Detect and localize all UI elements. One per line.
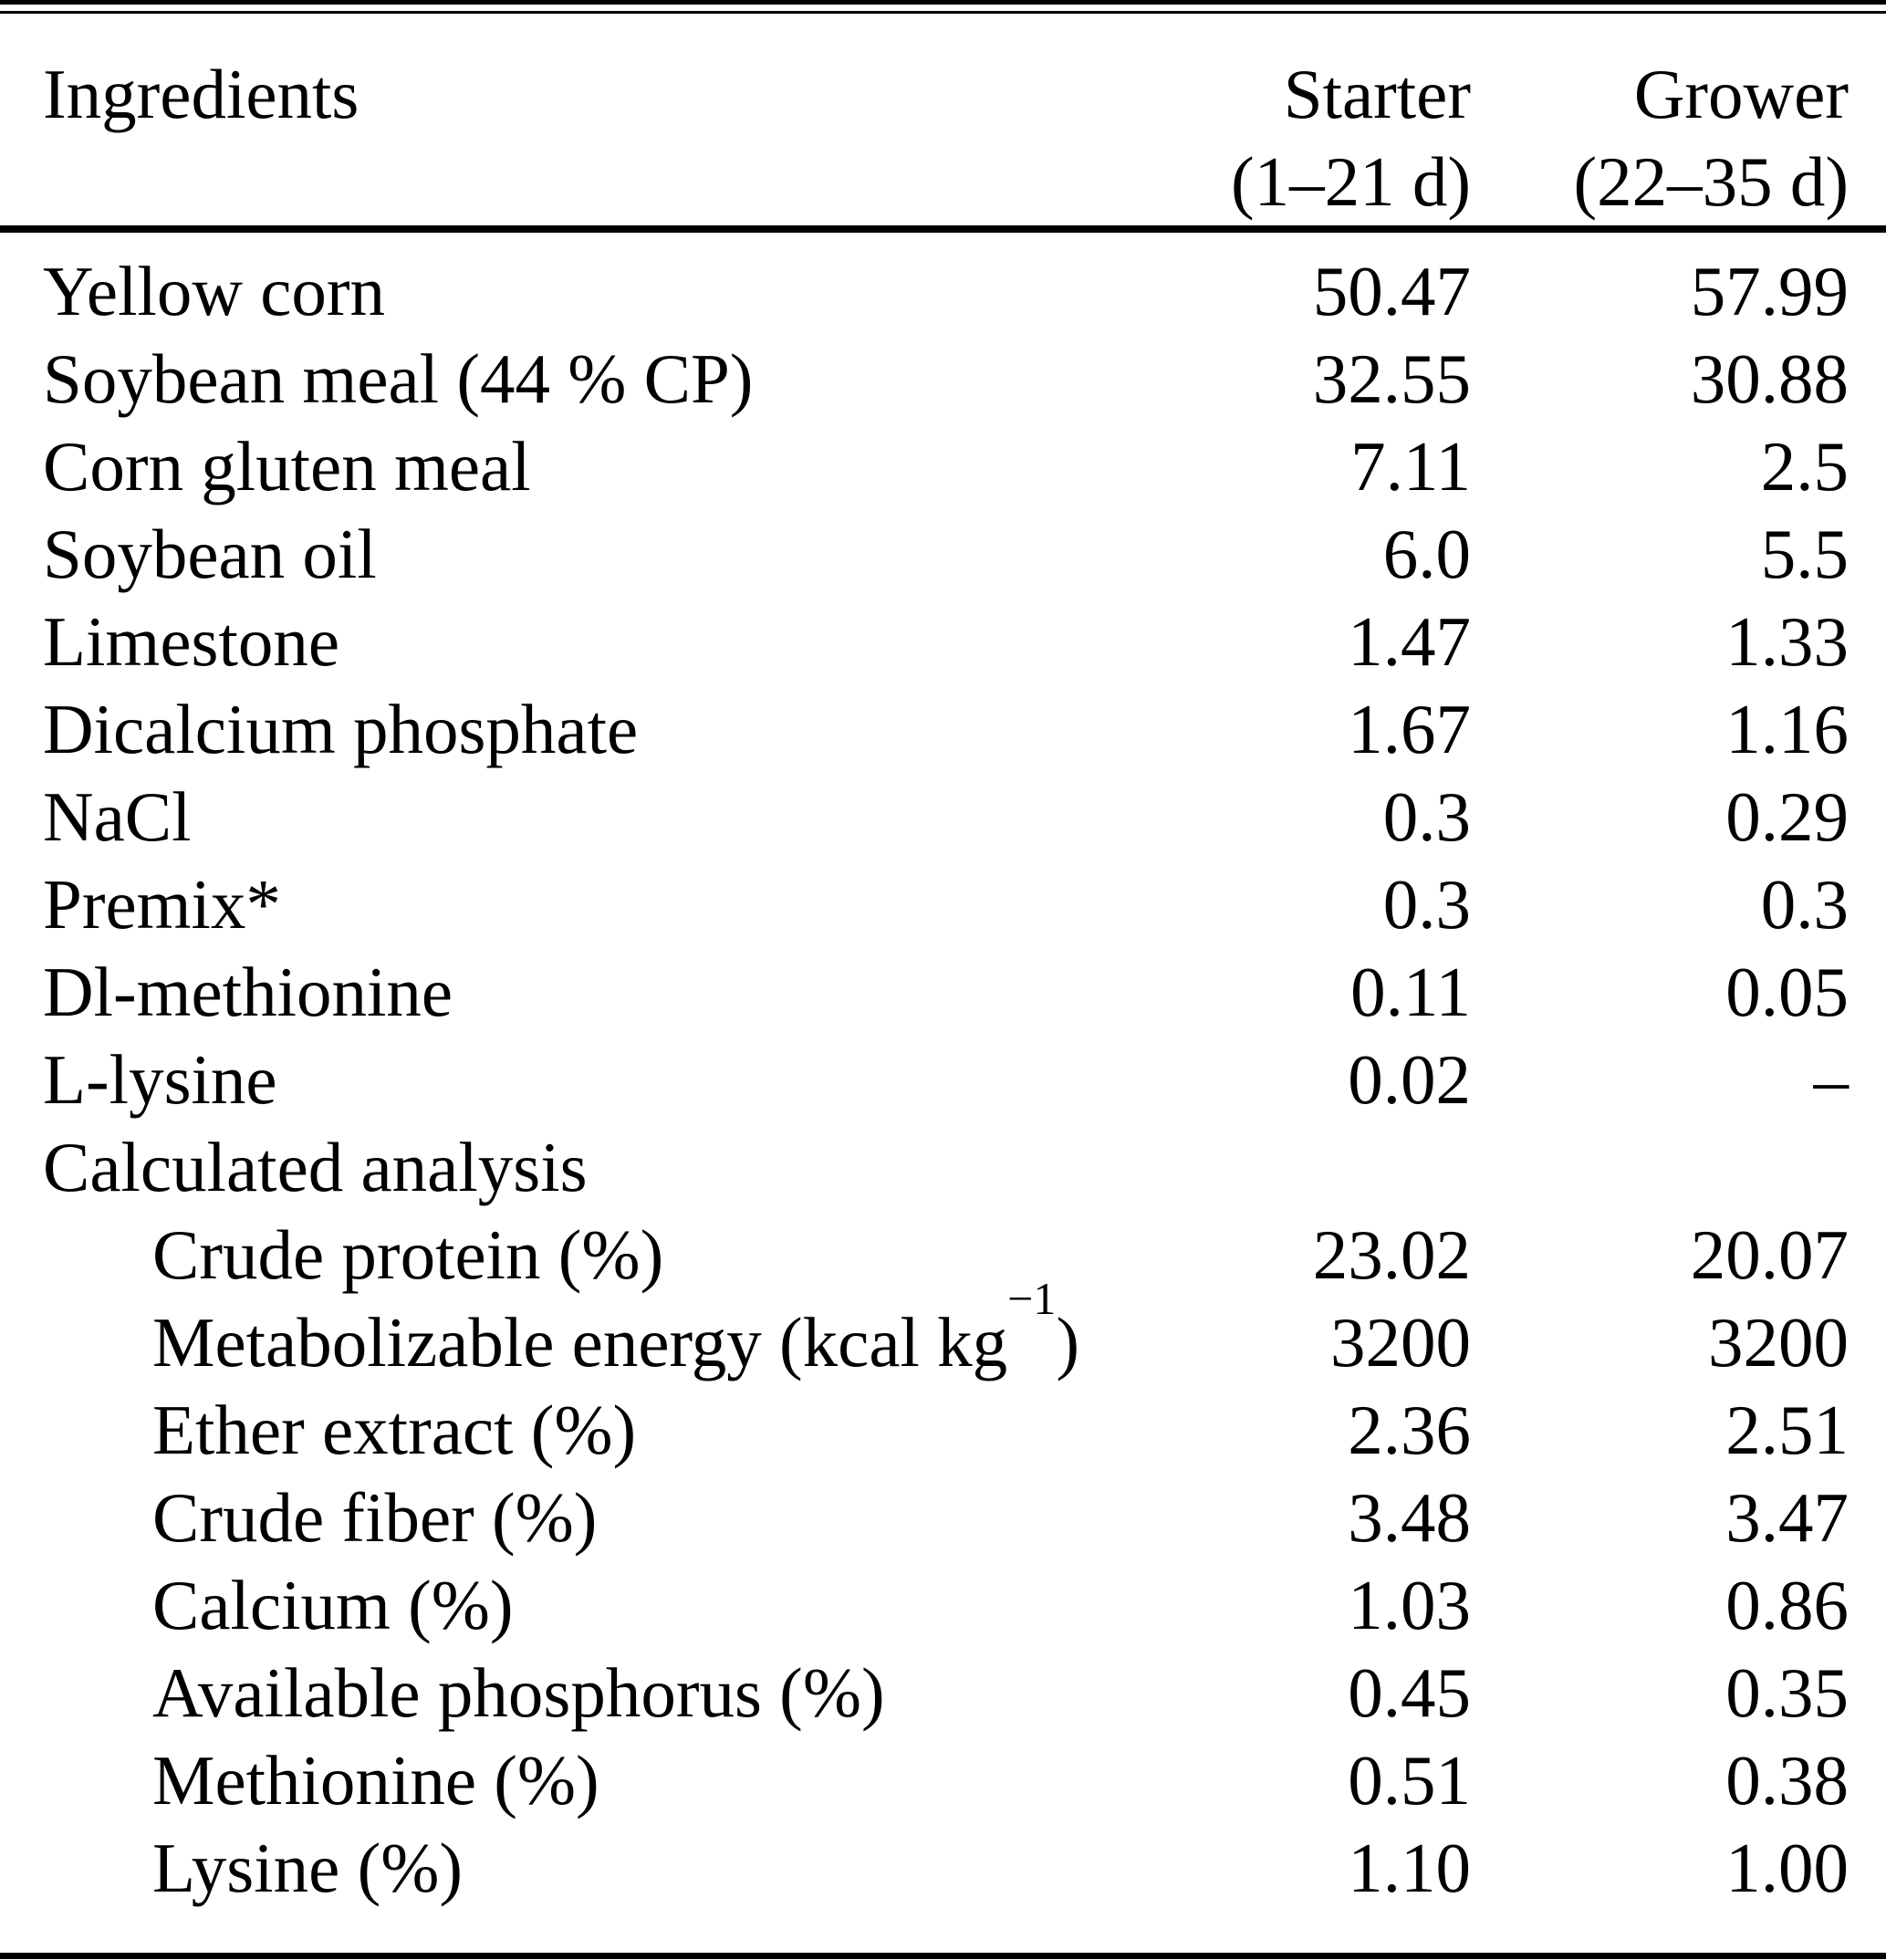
ingredient-label: Limestone [43,602,340,681]
section-label: Calculated analysis [43,1128,588,1206]
table-section-calculated-analysis: Calculated analysis [0,1123,1886,1211]
column-header-grower: Grower (22–35 d) [1471,50,1849,225]
starter-value: 3.48 [1348,1478,1471,1557]
grower-value: 57.99 [1690,252,1849,330]
table-row-crude-fiber: Crude fiber (%) 3.48 3.47 [0,1474,1886,1561]
starter-value: 6.0 [1382,515,1471,593]
grower-value: 0.05 [1725,953,1849,1031]
top-rule-thick [0,0,1886,5]
ingredient-label: Dl-methionine [43,953,453,1031]
table-row-soybean-oil: Soybean oil 6.0 5.5 [0,510,1886,598]
starter-value: 0.51 [1348,1741,1471,1819]
grower-value: 20.07 [1690,1215,1849,1294]
starter-value [1170,1123,1471,1211]
starter-value: 0.11 [1350,953,1471,1031]
starter-value: 23.02 [1312,1215,1471,1294]
ingredient-label: Available phosphorus (%) [152,1653,885,1732]
ingredient-label: Corn gluten meal [43,427,531,506]
grower-value: 5.5 [1760,515,1849,593]
starter-value: 0.3 [1382,777,1471,856]
table-row-yellow-corn: Yellow corn 50.47 57.99 [0,247,1886,335]
grower-header-range: (22–35 d) [1573,142,1849,221]
ingredient-label: Soybean oil [43,515,377,593]
ingredient-label: Methionine (%) [152,1741,599,1819]
ingredient-label: Calcium (%) [152,1566,514,1644]
table-row-calcium: Calcium (%) 1.03 0.86 [0,1561,1886,1649]
table-header-row: Ingredients Starter (1–21 d) Grower (22–… [0,14,1886,225]
starter-value: 2.36 [1348,1391,1471,1469]
ingredient-label: Metabolizable energy (kcal kg−1) [43,1276,1170,1386]
grower-value: 3.47 [1725,1478,1849,1557]
ingredient-label: Lysine (%) [152,1829,463,1907]
table-row-soybean-meal: Soybean meal (44 % CP) 32.55 30.88 [0,335,1886,422]
table-row-corn-gluten-meal: Corn gluten meal 7.11 2.5 [0,422,1886,510]
top-rule-thin [0,11,1886,14]
grower-value: 0.86 [1725,1566,1849,1644]
table-row-lysine: Lysine (%) 1.10 1.00 [0,1824,1886,1912]
grower-value: 1.16 [1725,690,1849,768]
table-row-limestone: Limestone 1.47 1.33 [0,598,1886,685]
table-row-dl-methionine: Dl-methionine 0.11 0.05 [0,948,1886,1036]
grower-value: 0.3 [1760,865,1849,944]
starter-value: 1.03 [1348,1566,1471,1644]
ingredient-label: Crude fiber (%) [152,1478,598,1557]
grower-header-title: Grower [1633,55,1849,133]
ingredient-label: Crude protein (%) [152,1215,664,1294]
table-row-dicalcium-phosphate: Dicalcium phosphate 1.67 1.16 [0,685,1886,773]
grower-value: – [1813,1040,1850,1119]
top-rule-gap [0,5,1886,11]
table-row-l-lysine: L-lysine 0.02 – [0,1036,1886,1123]
grower-value: 3200 [1708,1303,1849,1381]
column-header-starter: Starter (1–21 d) [1170,50,1471,225]
label-text: Metabolizable energy (kcal kg [152,1303,1008,1381]
starter-value: 0.45 [1348,1653,1471,1732]
ingredient-label: Dicalcium phosphate [43,690,639,768]
table-body: Yellow corn 50.47 57.99 Soybean meal (44… [0,233,1886,1912]
header-separator-rule [0,225,1886,233]
ingredient-label: Soybean meal (44 % CP) [43,339,754,418]
starter-header-title: Starter [1283,55,1471,133]
grower-value: 30.88 [1690,339,1849,418]
ingredient-label: Ether extract (%) [152,1391,637,1469]
grower-value: 2.5 [1760,427,1849,506]
ingredient-label: NaCl [43,777,192,856]
starter-value: 3200 [1330,1303,1471,1381]
grower-value: 2.51 [1725,1391,1849,1469]
grower-value: 0.38 [1725,1741,1849,1819]
column-header-ingredients: Ingredients [43,55,359,133]
starter-value: 0.02 [1348,1040,1471,1119]
table-row-available-phosphorus: Available phosphorus (%) 0.45 0.35 [0,1649,1886,1736]
table-row-methionine: Methionine (%) 0.51 0.38 [0,1736,1886,1824]
label-text-close: ) [1056,1303,1080,1381]
starter-value: 0.3 [1382,865,1471,944]
ingredient-label: Yellow corn [43,252,386,330]
grower-value [1471,1123,1849,1211]
ingredient-label: L-lysine [43,1040,277,1119]
starter-value: 32.55 [1312,339,1471,418]
table-row-crude-protein: Crude protein (%) 23.02 20.07 [0,1211,1886,1298]
starter-value: 7.11 [1350,427,1471,506]
superscript-exponent: −1 [1007,1273,1057,1325]
table-row-ether-extract: Ether extract (%) 2.36 2.51 [0,1386,1886,1474]
starter-value: 1.67 [1348,690,1471,768]
grower-value: 1.00 [1725,1829,1849,1907]
grower-value: 0.29 [1725,777,1849,856]
ingredient-label: Premix* [43,865,281,944]
grower-value: 0.35 [1725,1653,1849,1732]
grower-value: 1.33 [1725,602,1849,681]
starter-header-range: (1–21 d) [1230,142,1471,221]
starter-value: 1.10 [1348,1829,1471,1907]
table-row-nacl: NaCl 0.3 0.29 [0,773,1886,860]
starter-value: 1.47 [1348,602,1471,681]
table-row-metabolizable-energy: Metabolizable energy (kcal kg−1) 3200 32… [0,1276,1886,1386]
bottom-rule [0,1953,1886,1959]
starter-value: 50.47 [1312,252,1471,330]
table-row-premix: Premix* 0.3 0.3 [0,860,1886,948]
